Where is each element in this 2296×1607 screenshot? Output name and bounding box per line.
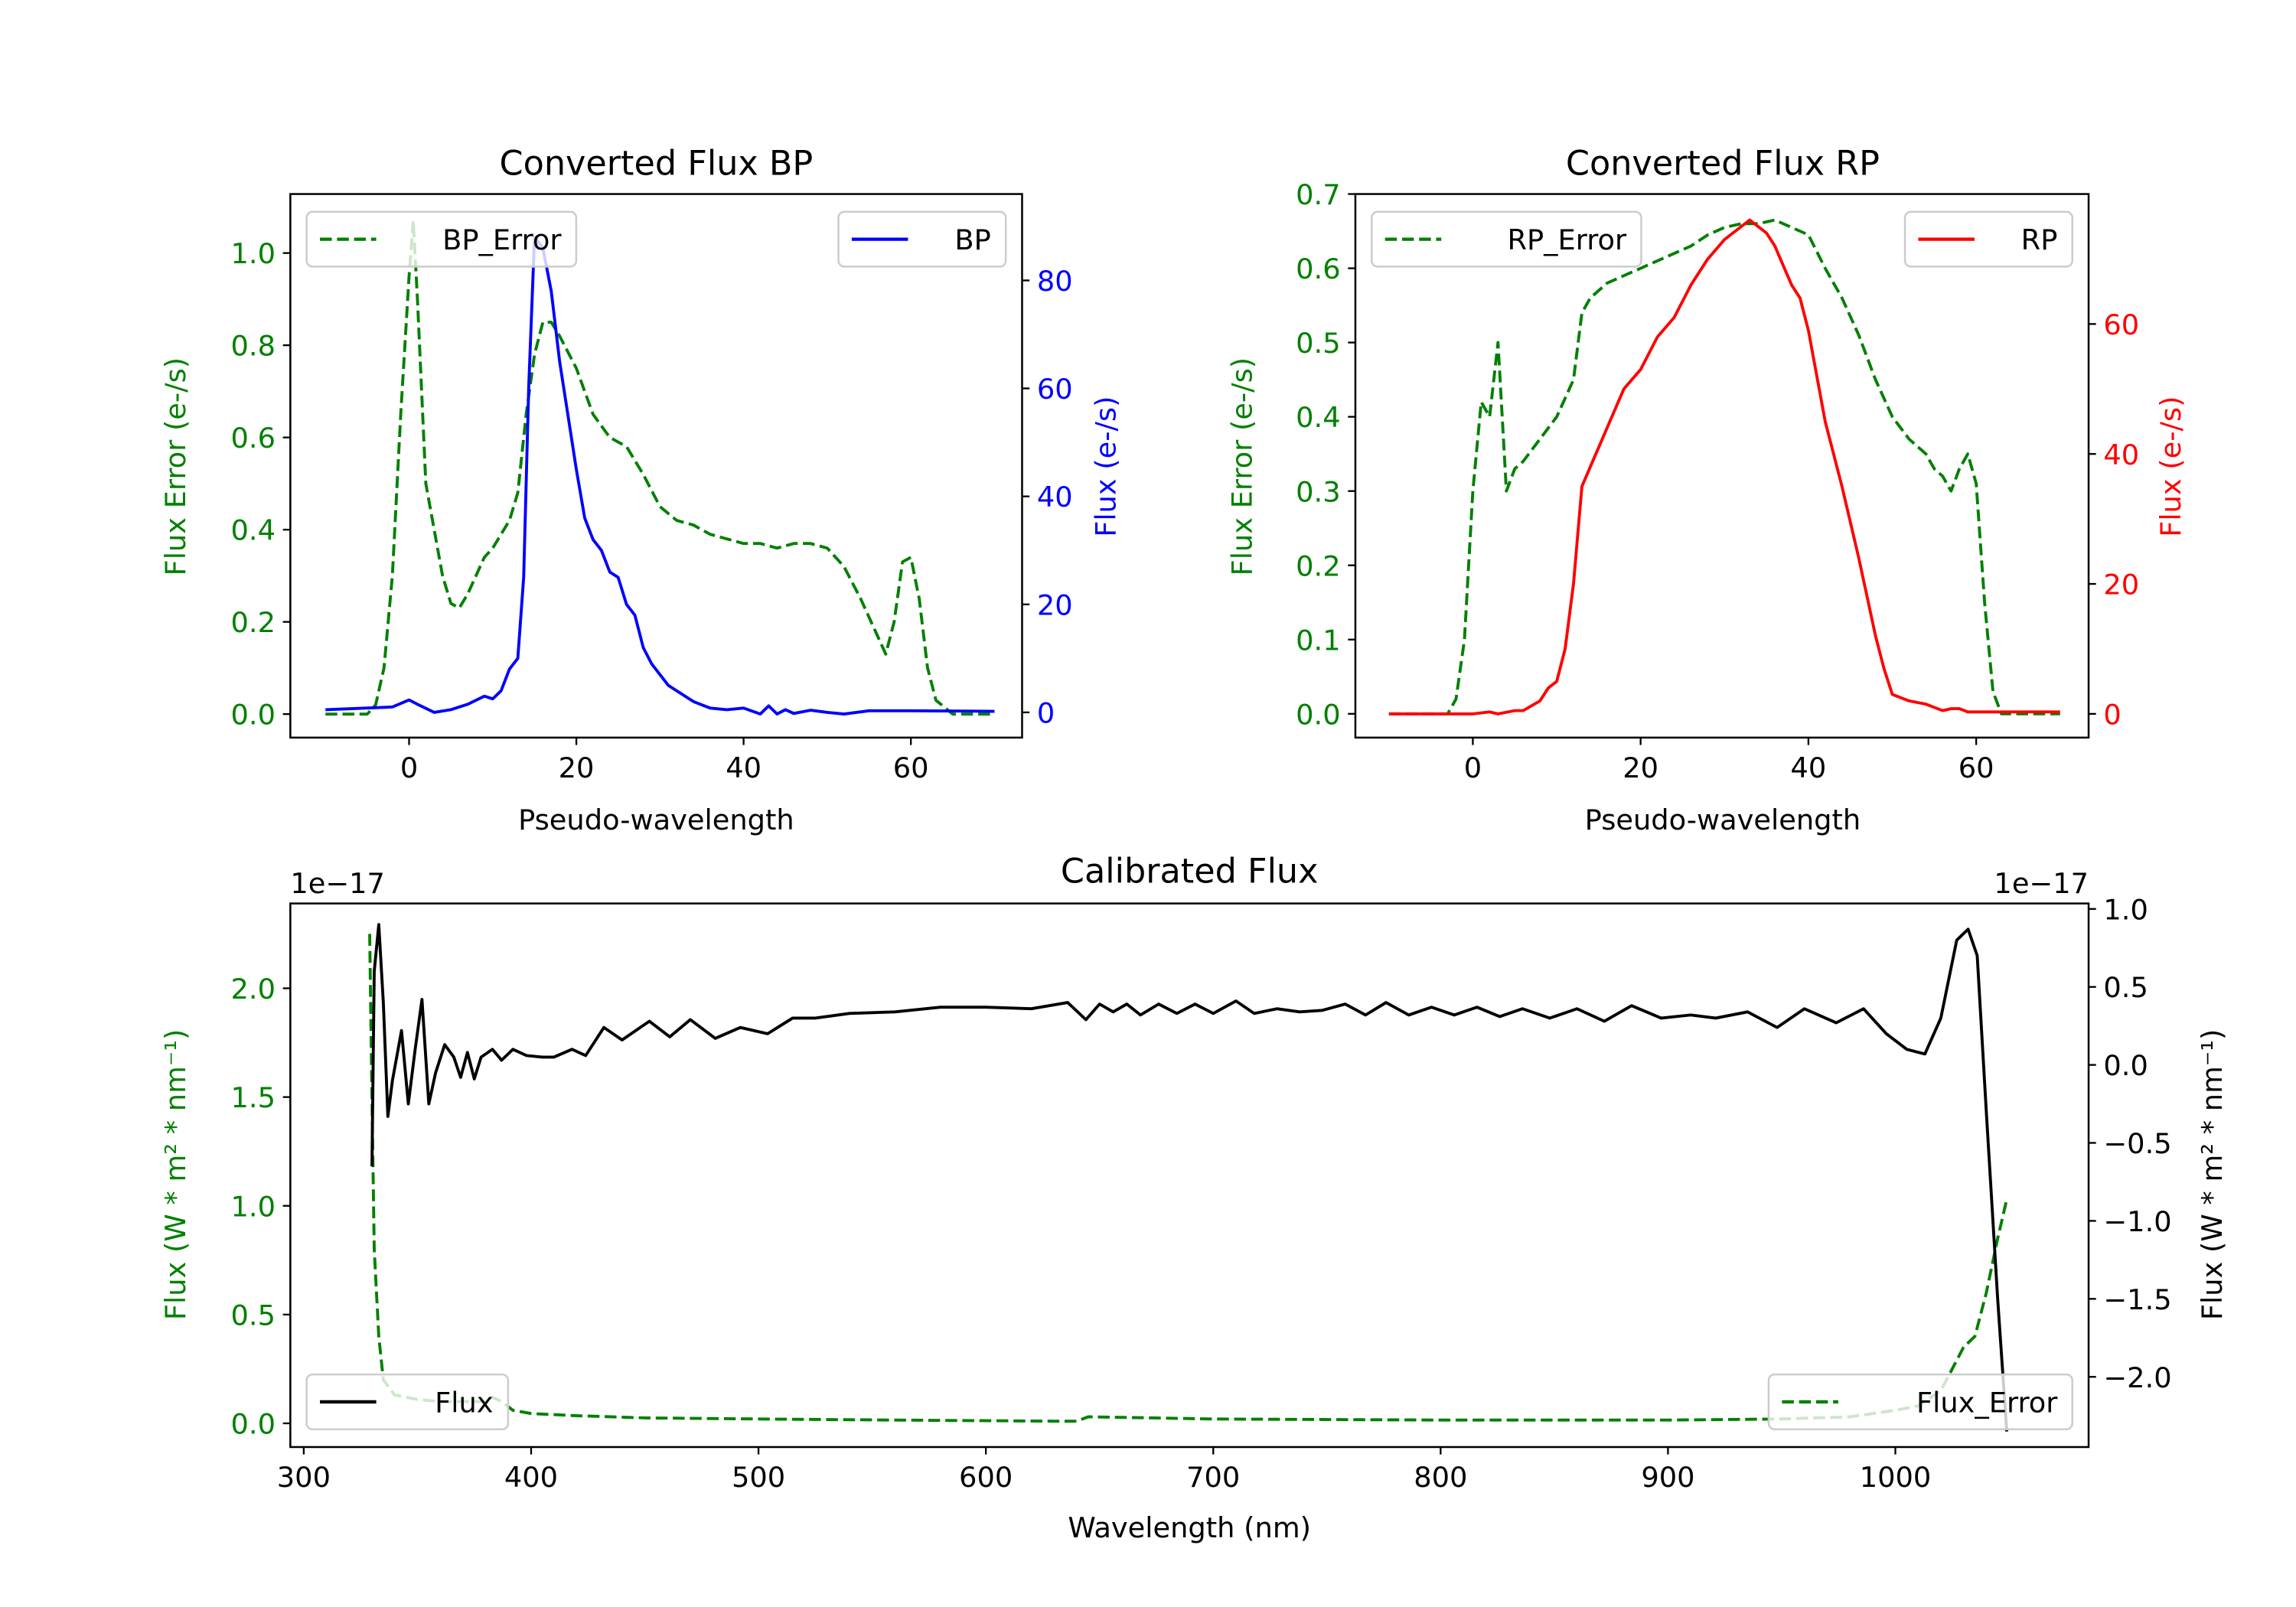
series-line-bp	[325, 236, 995, 715]
y-left-tick-label: 0.0	[1296, 698, 1340, 731]
x-tick-label: 800	[1414, 1461, 1467, 1494]
series-line-rp	[1388, 218, 2060, 715]
legend-box	[1767, 1373, 2073, 1430]
y-left-tick-label: 0.4	[1296, 401, 1340, 434]
legend-rp: RP	[1903, 210, 2073, 268]
x-tick-label: 900	[1641, 1461, 1694, 1494]
y-right-tick-label: 60	[1037, 373, 1073, 406]
y-left-tick-label: 0.0	[231, 1408, 276, 1441]
x-tick-label: 400	[504, 1461, 558, 1494]
y-right-tick-label: 0	[1037, 696, 1055, 729]
y-right-tick-label: −2.0	[2103, 1361, 2171, 1394]
axes-frame	[289, 902, 2090, 1449]
y-left-tick-label: 0.1	[1296, 624, 1340, 657]
axes-frame	[289, 193, 1023, 739]
legend-bp-error: BP_Error	[305, 210, 578, 268]
x-tick-label: 1000	[1860, 1461, 1932, 1494]
legend-rp-error: RP_Error	[1371, 210, 1642, 268]
y-right-axis-label: Flux (e-/s)	[2154, 396, 2187, 537]
x-tick-label: 40	[1791, 751, 1827, 784]
y-left-tick-label: 0.0	[231, 699, 276, 732]
y-right-tick-label: −1.5	[2103, 1283, 2171, 1316]
legend-box	[1371, 210, 1642, 268]
legend-label: RP_Error	[1507, 223, 1627, 256]
chart-title: Converted Flux BP	[500, 144, 814, 183]
y-left-axis-label: Flux (W * m² * nm⁻¹)	[159, 1029, 192, 1320]
legend-label: BP	[954, 223, 990, 256]
legend-flux: Flux	[305, 1373, 510, 1430]
series-line-flux	[370, 923, 2009, 1432]
legend-flux-error: Flux_Error	[1767, 1373, 2073, 1430]
y-right-tick-label: 40	[2103, 438, 2139, 471]
y-right-tick-label: 0.5	[2103, 971, 2148, 1004]
y-left-tick-label: 0.6	[231, 422, 276, 455]
y-left-tick-label: 2.0	[231, 973, 276, 1006]
y-left-axis-label: Flux Error (e-/s)	[159, 357, 192, 576]
legend-label: BP_Error	[442, 223, 562, 256]
legend-label: RP	[2021, 223, 2058, 256]
x-tick-label: 20	[559, 751, 595, 784]
legend-bp: BP	[837, 210, 1007, 268]
x-tick-label: 60	[893, 751, 929, 784]
x-tick-label: 0	[1464, 751, 1482, 784]
legend-box	[305, 210, 578, 268]
y-left-tick-label: 0.2	[231, 606, 276, 639]
x-tick-label: 600	[959, 1461, 1013, 1494]
y-right-tick-label: −0.5	[2103, 1127, 2171, 1160]
axes-frame	[1354, 193, 2090, 739]
y-right-tick-label: 20	[2103, 569, 2139, 601]
chart-title: Converted Flux RP	[1566, 144, 1880, 183]
y-left-tick-label: 0.5	[231, 1299, 276, 1332]
x-tick-label: 700	[1186, 1461, 1240, 1494]
y-right-tick-label: −1.0	[2103, 1205, 2171, 1238]
x-tick-label: 40	[726, 751, 762, 784]
y-right-axis-label: Flux (W * m² * nm⁻¹)	[2196, 1029, 2229, 1320]
series-line-rp-error	[1388, 218, 2060, 715]
y-right-tick-label: 40	[1037, 481, 1073, 513]
y-right-tick-label: 0.0	[2103, 1049, 2148, 1082]
y-left-tick-label: 0.2	[1296, 549, 1340, 582]
y-left-tick-label: 0.4	[231, 514, 276, 547]
y-left-tick-label: 0.3	[1296, 475, 1340, 508]
y-left-tick-label: 0.8	[231, 330, 276, 363]
y-right-axis-label: Flux (e-/s)	[1089, 396, 1122, 537]
y-right-tick-label: 1.0	[2103, 893, 2148, 926]
x-tick-label: 60	[1958, 751, 1994, 784]
y-left-offset-text: 1e−17	[290, 867, 385, 900]
legend-box	[305, 1373, 510, 1430]
x-tick-label: 500	[732, 1461, 785, 1494]
y-left-tick-label: 1.0	[231, 237, 276, 270]
x-tick-label: 0	[400, 751, 418, 784]
legend-box	[1903, 210, 2073, 268]
chart-title: Calibrated Flux	[1061, 852, 1319, 892]
series-line-bp-error	[325, 219, 995, 716]
x-tick-label: 300	[277, 1461, 331, 1494]
y-left-tick-label: 0.6	[1296, 253, 1340, 285]
chart-panel-0: 0 20 40 60 0.0 0.2 0.4 0.6 0.8 1.0 0 20 40 60 80 Conver…	[159, 144, 1122, 836]
y-left-tick-label: 0.7	[1296, 178, 1340, 211]
legend-box	[837, 210, 1007, 268]
y-right-tick-label: 0	[2103, 698, 2121, 731]
y-left-tick-label: 0.5	[1296, 327, 1340, 360]
y-left-axis-label: Flux Error (e-/s)	[1225, 357, 1258, 576]
y-right-tick-label: 60	[2103, 308, 2139, 341]
y-right-tick-label: 20	[1037, 588, 1073, 621]
x-axis-label: Wavelength (nm)	[1068, 1511, 1311, 1544]
chart-panel-1: 0 20 40 60 0.0 0.1 0.2 0.3 0.4 0.5 0.6 0.7 0 20 40 60 Co…	[1225, 144, 2187, 836]
y-right-offset-text: 1e−17	[1994, 867, 2089, 900]
y-left-tick-label: 1.0	[231, 1190, 276, 1223]
chart-panel-2: 300 400 500 600 700 800 900 1000 0.0 0.5 1.0 1.5 2.0…	[159, 852, 2229, 1544]
x-axis-label: Pseudo-wavelength	[1585, 804, 1861, 836]
x-axis-label: Pseudo-wavelength	[518, 804, 794, 836]
y-left-tick-label: 1.5	[231, 1081, 276, 1114]
x-tick-label: 20	[1623, 751, 1658, 784]
y-right-tick-label: 80	[1037, 265, 1073, 298]
legend-label: Flux	[435, 1386, 493, 1419]
legend-label: Flux_Error	[1916, 1386, 2058, 1419]
